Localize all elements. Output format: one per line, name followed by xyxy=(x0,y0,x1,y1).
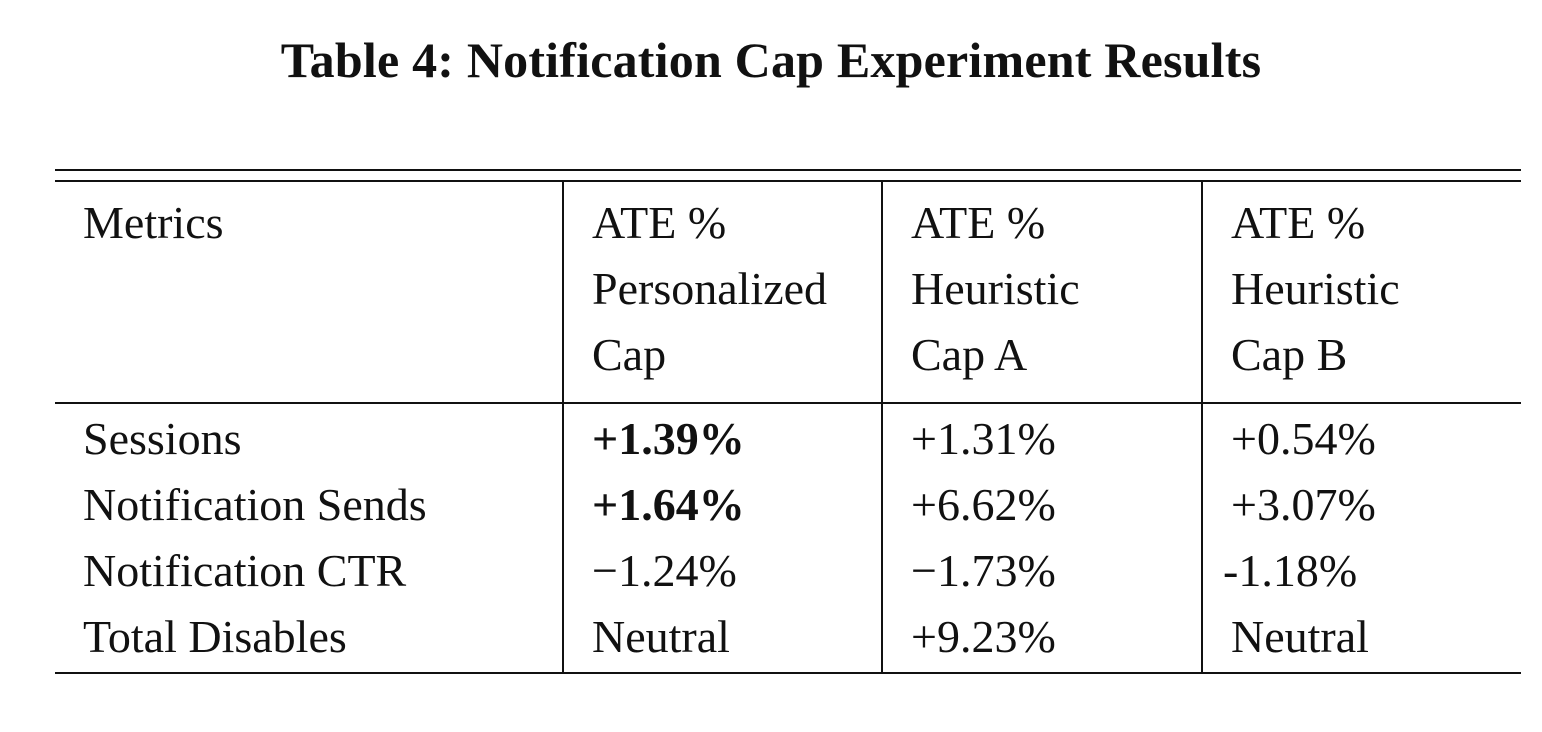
cell-value: Neutral xyxy=(1201,604,1521,673)
cell-value: +1.31% xyxy=(881,403,1202,472)
header-heuristic-cap-a: ATE % Heuristic Cap A xyxy=(881,181,1202,403)
table-header: Metrics ATE % Personalized Cap ATE % Heu… xyxy=(55,181,1521,403)
header-line: Metrics xyxy=(83,197,224,248)
table-row: Sessions +1.39% +1.31% +0.54% xyxy=(55,403,1521,472)
row-label: Notification CTR xyxy=(83,545,407,596)
header-line: ATE % xyxy=(1231,197,1366,248)
header-metrics: Metrics xyxy=(55,181,563,403)
cell-value: +9.23% xyxy=(881,604,1202,673)
row-label: Notification Sends xyxy=(83,479,427,530)
table-body: Sessions +1.39% +1.31% +0.54% Notificati… xyxy=(55,403,1521,673)
cell-value: +0.54% xyxy=(1201,403,1521,472)
cell-value: +6.62% xyxy=(881,472,1202,538)
header-line: ATE % xyxy=(911,197,1046,248)
header-line: ATE % xyxy=(592,197,727,248)
header-personalized-cap: ATE % Personalized Cap xyxy=(562,181,882,403)
cell-value: +1.39% xyxy=(562,403,882,472)
results-table: Metrics ATE % Personalized Cap ATE % Heu… xyxy=(55,180,1521,674)
cell-value: +3.07% xyxy=(1201,472,1521,538)
cell-value: −1.24% xyxy=(562,538,882,604)
cell-value: −1.73% xyxy=(881,538,1202,604)
header-line: Cap xyxy=(592,329,667,380)
row-label: Total Disables xyxy=(83,611,347,662)
cell-value: Neutral xyxy=(562,604,882,673)
header-line: Cap B xyxy=(1231,329,1348,380)
header-row: Metrics ATE % Personalized Cap ATE % Heu… xyxy=(55,181,1521,403)
header-line: Heuristic xyxy=(1231,263,1400,314)
row-label: Sessions xyxy=(83,413,242,464)
cell-value: +1.64% xyxy=(562,472,882,538)
header-line: Personalized xyxy=(592,263,828,314)
table-caption: Table 4: Notification Cap Experiment Res… xyxy=(280,32,1262,88)
table-top-rule xyxy=(55,169,1521,171)
table-row: Notification Sends +1.64% +6.62% +3.07% xyxy=(55,472,1521,538)
header-line: Cap A xyxy=(911,329,1028,380)
results-table-container: Metrics ATE % Personalized Cap ATE % Heu… xyxy=(55,169,1521,674)
header-heuristic-cap-b: ATE % Heuristic Cap B xyxy=(1201,181,1521,403)
table-row: Notification CTR −1.24% −1.73% -1.18% xyxy=(55,538,1521,604)
header-line: Heuristic xyxy=(911,263,1080,314)
table-row: Total Disables Neutral +9.23% Neutral xyxy=(55,604,1521,673)
cell-value: -1.18% xyxy=(1201,538,1521,604)
